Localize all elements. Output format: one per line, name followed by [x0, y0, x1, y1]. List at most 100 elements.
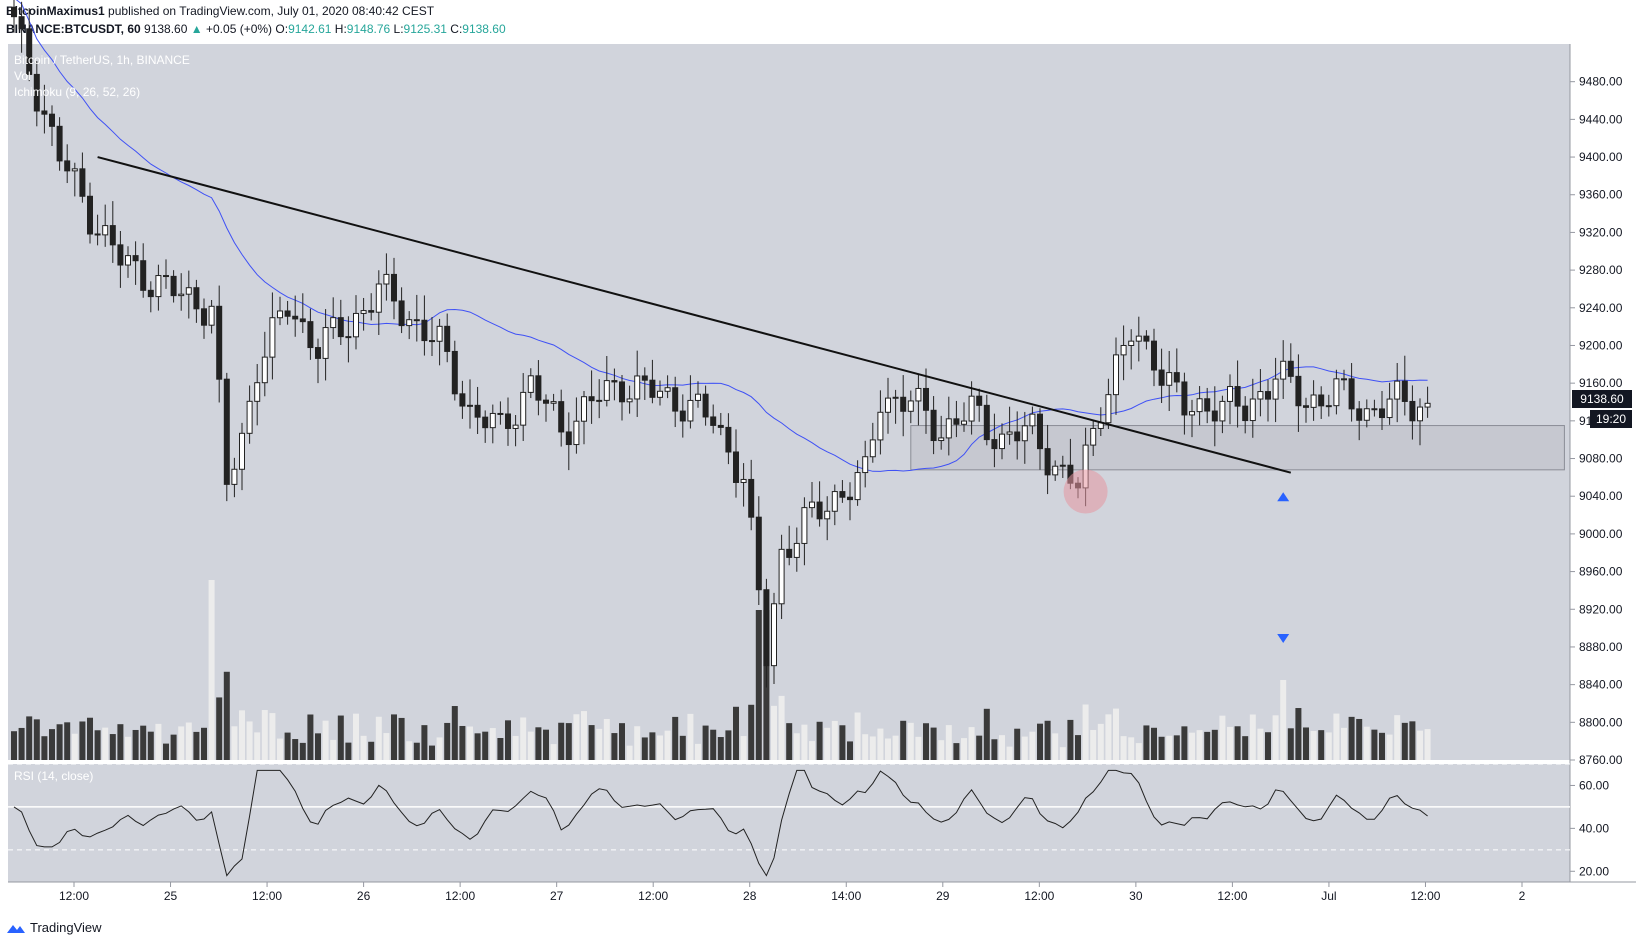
- volume-bar: [847, 741, 853, 760]
- candle-body: [672, 387, 679, 412]
- candle-body: [109, 225, 116, 246]
- price-tick-label: 9280.00: [1579, 263, 1623, 277]
- candle-body: [1242, 405, 1249, 422]
- candle: [550, 393, 557, 411]
- candle-body: [201, 308, 207, 326]
- candle-body: [94, 233, 101, 236]
- candle-body: [375, 283, 382, 313]
- volume-bar: [733, 706, 739, 760]
- candle-body: [991, 439, 998, 450]
- candle: [565, 412, 572, 471]
- open-label: O:: [275, 22, 289, 36]
- price-axis[interactable]: 9480.00 9440.00 9400.00 9360.00 9320.00 9280.…: [1570, 75, 1623, 767]
- candle-body: [1189, 411, 1195, 416]
- volume-bar: [611, 733, 618, 760]
- candle-body: [1037, 413, 1043, 450]
- candle: [535, 360, 542, 416]
- candle-body: [1386, 398, 1393, 419]
- candle-body: [923, 387, 929, 411]
- rsi-tick-label: 40.00: [1579, 821, 1609, 835]
- volume-bar: [1052, 733, 1059, 760]
- candle: [1211, 386, 1218, 447]
- candle: [588, 370, 595, 424]
- candle: [778, 534, 785, 619]
- price-tick-label: 8920.00: [1579, 602, 1623, 616]
- volume-bar: [543, 729, 549, 760]
- candle: [41, 84, 48, 134]
- trendline-group[interactable]: [97, 156, 1292, 474]
- candle-body: [451, 350, 458, 395]
- volume-bar: [740, 736, 747, 760]
- price-tick-label: 9400.00: [1579, 150, 1623, 164]
- volume-bar: [102, 727, 109, 760]
- volume-bar: [201, 727, 207, 760]
- volume-bar: [1029, 731, 1036, 760]
- volume-bar: [1401, 722, 1408, 760]
- volume-bar: [299, 742, 306, 760]
- volume-bar: [71, 733, 78, 760]
- rsi-axis[interactable]: 60.00 40.00 20.00: [1570, 778, 1609, 878]
- candle: [1204, 387, 1211, 424]
- volume-bar: [565, 723, 572, 760]
- rsi-pane[interactable]: [8, 764, 1570, 882]
- main-pane[interactable]: [8, 44, 1570, 760]
- candle: [1348, 363, 1355, 422]
- candle-body: [1417, 406, 1423, 422]
- candle: [1128, 329, 1135, 370]
- volume-bar: [961, 738, 967, 760]
- volume-bar: [1067, 719, 1074, 760]
- candle: [170, 270, 177, 303]
- volume-bar: [132, 729, 139, 760]
- candle: [976, 388, 983, 422]
- price-chart[interactable]: 9480.00 9440.00 9400.00 9360.00 9320.00 9280.…: [0, 0, 1636, 910]
- last-value: 9138.60: [144, 22, 188, 36]
- candle-body: [565, 431, 572, 446]
- volume-bar: [1295, 708, 1302, 760]
- volume-bar: [649, 732, 656, 760]
- volume-bar: [163, 743, 169, 760]
- volume-bar: [140, 725, 147, 760]
- volume-bar: [771, 705, 777, 760]
- volume-bar: [391, 714, 397, 760]
- price-tick-label: 8840.00: [1579, 678, 1623, 692]
- time-axis[interactable]: 12:00 25 12:00 26 12:00 27 12:00 28 14:00 29 12:00…: [59, 882, 1526, 903]
- candle: [603, 356, 610, 407]
- price-tick-label: 9040.00: [1579, 489, 1623, 503]
- volume-bar: [968, 727, 975, 760]
- volume-bar: [322, 720, 329, 760]
- candle-body: [170, 275, 177, 297]
- volume-bar: [1128, 737, 1135, 760]
- tradingview-footer[interactable]: TradingView: [6, 920, 102, 935]
- candle: [505, 397, 511, 446]
- candle-body: [657, 390, 663, 398]
- candle-body: [56, 125, 63, 162]
- volume-bar: [406, 741, 413, 760]
- candle: [474, 386, 481, 435]
- price-tick-label: 9200.00: [1579, 338, 1623, 352]
- candle-body: [550, 401, 557, 404]
- candle-body: [1105, 394, 1112, 424]
- candle: [1417, 398, 1423, 446]
- candle: [854, 460, 861, 506]
- price-tick-label: 8880.00: [1579, 640, 1623, 654]
- candle: [702, 385, 709, 426]
- candle: [231, 457, 238, 498]
- candle-body: [619, 381, 625, 403]
- volume-bar: [755, 610, 762, 760]
- candle-body: [679, 410, 686, 422]
- candle-body: [11, 6, 17, 18]
- candle-body: [702, 393, 709, 418]
- candle: [512, 415, 519, 447]
- candle: [748, 459, 755, 531]
- volume-bar: [710, 729, 717, 760]
- candle: [543, 394, 549, 422]
- time-tick-label: 12:00: [1024, 889, 1054, 903]
- candle: [717, 412, 724, 436]
- candle: [793, 527, 800, 572]
- volume-bar: [1310, 730, 1317, 760]
- candle: [983, 394, 990, 446]
- candle: [178, 273, 185, 311]
- candle: [1257, 369, 1264, 417]
- candle-body: [968, 395, 975, 422]
- candle: [816, 481, 823, 527]
